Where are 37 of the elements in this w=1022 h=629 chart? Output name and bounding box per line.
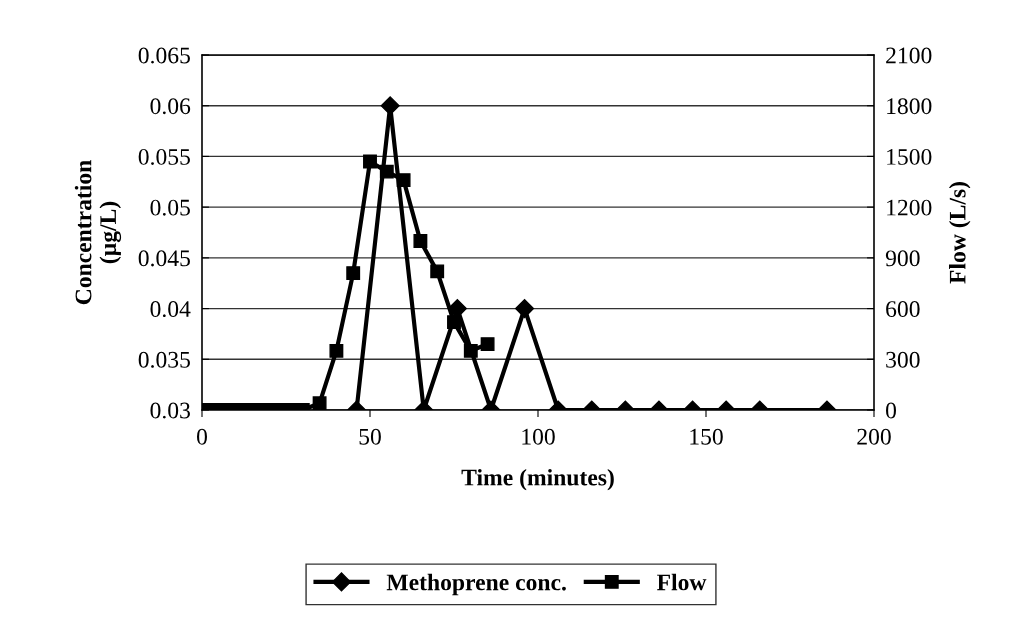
y2-tick-label: 1800 — [887, 98, 932, 115]
y-axis-title: Concentration (µg/L) — [74, 160, 122, 305]
y-tick-label: 0.065 — [138, 47, 190, 64]
point — [413, 234, 428, 248]
y2-tick-label: 300 — [886, 351, 920, 368]
y2-tick-label: 2100 — [886, 47, 932, 64]
y2-tick-label: 600 — [886, 301, 920, 317]
y-tick-label: 0.03 — [150, 402, 190, 419]
y2-axis-title: Flow (L/s) — [949, 182, 971, 284]
y2-tick-label: 900 — [885, 250, 920, 267]
x-tick-label: 200 — [857, 428, 891, 445]
point — [396, 173, 411, 188]
y2-tick-label: 1500 — [887, 148, 932, 165]
point — [463, 343, 478, 358]
y-tick-label: 0.04 — [150, 301, 191, 318]
point — [447, 315, 461, 330]
legend-label: Flow — [657, 573, 707, 591]
y2-tick-label: 0 — [886, 402, 897, 419]
x-tick-label: 100 — [522, 428, 555, 445]
y-tick-label: 0.045 — [138, 250, 190, 267]
y-tick-label: 0.055 — [138, 148, 190, 165]
point — [346, 266, 361, 281]
point — [480, 337, 495, 352]
y-tick-label: 0.035 — [138, 351, 190, 368]
y-tick-label: 0.05 — [150, 199, 190, 216]
x-tick-label: 0 — [197, 428, 207, 445]
point — [312, 396, 327, 410]
x-axis-title: Time (minutes) — [461, 468, 614, 491]
y2-tick-label: 1200 — [887, 199, 932, 216]
x-tick-label: 50 — [359, 428, 381, 445]
y-tick-label: 0.06 — [150, 98, 191, 115]
point — [329, 343, 344, 358]
legend-label: Methoprene conc. — [386, 573, 566, 596]
point — [379, 164, 394, 179]
point — [430, 264, 445, 279]
x-tick-label: 150 — [690, 428, 723, 445]
point — [363, 154, 377, 169]
